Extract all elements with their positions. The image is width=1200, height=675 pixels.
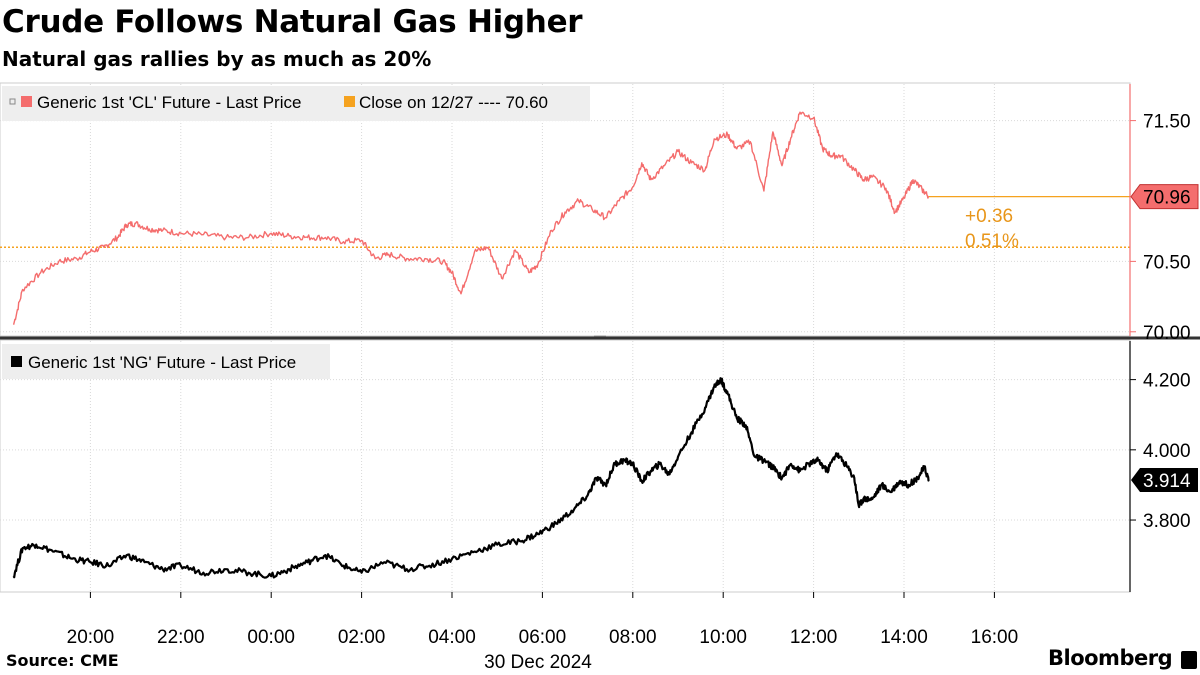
close-legend-swatch [344, 96, 355, 107]
x-tick-label: 00:00 [247, 627, 295, 648]
x-tick-label: 22:00 [157, 627, 205, 648]
legend-toggle-icon[interactable] [9, 98, 16, 105]
x-date-label: 30 Dec 2024 [484, 652, 592, 673]
source-note: Source: CME [6, 651, 119, 670]
cl-legend-label: Generic 1st 'CL' Future - Last Price [37, 93, 301, 112]
change-label: +0.36 [965, 206, 1013, 227]
x-tick-label: 12:00 [790, 627, 838, 648]
y-tick-label: 70.50 [1143, 252, 1191, 273]
cl-last-value: 70.96 [1143, 188, 1191, 209]
ng-legend-swatch [11, 356, 22, 367]
chart-title: Crude Follows Natural Gas Higher [2, 4, 583, 40]
cl-legend: Generic 1st 'CL' Future - Last Price Clo… [2, 86, 590, 121]
y-tick-label: 3.800 [1143, 511, 1191, 532]
x-tick-label: 02:00 [338, 627, 386, 648]
ng-legend: Generic 1st 'NG' Future - Last Price [2, 344, 330, 379]
x-tick-label: 06:00 [519, 627, 567, 648]
cl-price-line [12, 111, 930, 325]
ng-last-value-tag: 3.914 [1131, 468, 1198, 493]
x-tick-label: 20:00 [67, 627, 115, 648]
x-tick-label: 08:00 [609, 627, 657, 648]
ng-last-value: 3.914 [1143, 471, 1191, 492]
chart-subtitle: Natural gas rallies by as much as 20% [2, 47, 432, 71]
x-tick-label: 10:00 [699, 627, 747, 648]
cl-last-value-tag: 70.96 [1130, 184, 1199, 210]
y-tick-label: 4.000 [1143, 441, 1191, 462]
y-tick-label: 4.200 [1143, 371, 1191, 392]
x-tick-label: 04:00 [428, 627, 476, 648]
close-legend-label: Close on 12/27 ---- 70.60 [359, 93, 548, 112]
change-pct-label: 0.51% [965, 231, 1019, 252]
x-tick-label: 14:00 [880, 627, 928, 648]
ng-panel [0, 339, 1131, 593]
x-tick-label: 16:00 [971, 627, 1019, 648]
bloomberg-logo: Bloomberg [1048, 646, 1173, 670]
y-tick-label: 71.50 [1143, 112, 1191, 133]
bloomberg-terminal-icon [1181, 651, 1197, 669]
ng-legend-label: Generic 1st 'NG' Future - Last Price [28, 353, 296, 372]
cl-legend-swatch [21, 96, 32, 107]
cl-panel [0, 82, 1131, 337]
ng-price-line [12, 377, 930, 579]
y-tick-label: 70.00 [1143, 323, 1191, 344]
